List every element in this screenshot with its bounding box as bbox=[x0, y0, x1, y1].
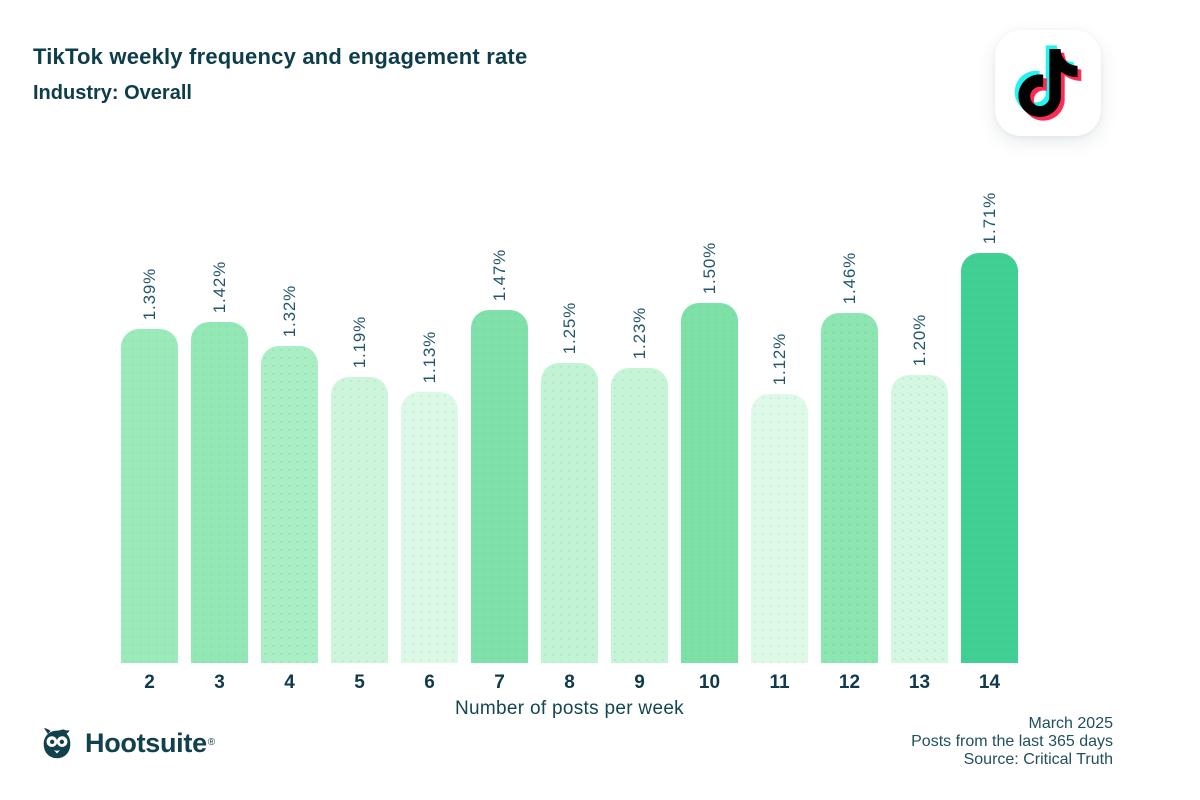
bar-value-label: 1.19% bbox=[349, 315, 369, 368]
bar-value-label: 1.25% bbox=[559, 301, 579, 354]
bar-column: 1.71% 14 bbox=[961, 192, 1018, 693]
bar-value-label: 1.23% bbox=[629, 306, 649, 359]
bar bbox=[891, 375, 948, 663]
source-notes: March 2025 Posts from the last 365 days … bbox=[911, 715, 1113, 769]
source-note-range: Posts from the last 365 days bbox=[911, 733, 1113, 750]
page-title: TikTok weekly frequency and engagement r… bbox=[33, 44, 528, 69]
hootsuite-wordmark: Hootsuite® bbox=[85, 727, 216, 758]
bar-value-label: 1.50% bbox=[699, 241, 719, 294]
registered-mark: ® bbox=[207, 737, 216, 749]
bar bbox=[751, 394, 808, 663]
bar-value-label: 1.47% bbox=[489, 248, 509, 301]
bar-value-label: 1.13% bbox=[419, 330, 439, 383]
x-tick-label: 11 bbox=[769, 672, 790, 693]
bar bbox=[611, 368, 668, 663]
x-tick-label: 13 bbox=[908, 672, 931, 693]
bar bbox=[471, 310, 528, 663]
x-tick-label: 2 bbox=[144, 672, 155, 693]
hootsuite-owl-icon bbox=[43, 727, 71, 759]
bar-column: 1.12% 11 bbox=[751, 333, 808, 693]
bar bbox=[821, 313, 878, 663]
bar-column: 1.46% 12 bbox=[821, 252, 878, 693]
bar bbox=[681, 303, 738, 663]
bar-value-label: 1.71% bbox=[979, 191, 999, 244]
hootsuite-logo: Hootsuite® bbox=[38, 724, 215, 762]
bar-column: 1.32% 4 bbox=[261, 285, 318, 693]
bar bbox=[541, 363, 598, 663]
bar-value-label: 1.42% bbox=[209, 260, 229, 313]
bar bbox=[331, 377, 388, 663]
bar-column: 1.23% 9 bbox=[611, 307, 668, 693]
x-tick-label: 7 bbox=[494, 672, 505, 693]
bar-column: 1.47% 7 bbox=[471, 249, 528, 693]
x-tick-label: 3 bbox=[214, 672, 225, 693]
x-axis-title: Number of posts per week bbox=[455, 698, 684, 719]
bar bbox=[121, 329, 178, 663]
x-tick-label: 10 bbox=[698, 672, 721, 693]
bar-column: 1.19% 5 bbox=[331, 316, 388, 693]
bar-column: 1.39% 2 bbox=[121, 268, 178, 693]
x-tick-label: 12 bbox=[838, 672, 861, 693]
header: TikTok weekly frequency and engagement r… bbox=[33, 44, 527, 105]
source-note-date: March 2025 bbox=[1028, 715, 1114, 732]
bar-column: 1.42% 3 bbox=[191, 261, 248, 693]
x-tick-label: 4 bbox=[284, 672, 295, 693]
bar-column: 1.50% 10 bbox=[681, 242, 738, 693]
bar-column: 1.20% 13 bbox=[891, 314, 948, 693]
source-note-source: Source: Critical Truth bbox=[963, 751, 1113, 768]
bar-value-label: 1.39% bbox=[139, 267, 159, 320]
bars-row: 1.39% 2 1.42% 3 1.32% 4 1.19% 5 1.13% 6 bbox=[121, 192, 1018, 693]
x-tick-label: 5 bbox=[354, 672, 365, 693]
tiktok-icon bbox=[1014, 45, 1082, 121]
bar-value-label: 1.12% bbox=[769, 332, 789, 385]
bar-value-label: 1.46% bbox=[839, 251, 859, 304]
bar-value-label: 1.32% bbox=[279, 284, 299, 337]
bar bbox=[961, 253, 1018, 663]
page-subtitle: Industry: Overall bbox=[33, 82, 192, 104]
bar bbox=[261, 346, 318, 663]
bar-column: 1.13% 6 bbox=[401, 331, 458, 693]
x-tick-label: 8 bbox=[564, 672, 575, 693]
tiktok-logo-card bbox=[995, 30, 1101, 136]
bar-value-label: 1.20% bbox=[909, 313, 929, 366]
bar bbox=[401, 392, 458, 663]
bar-column: 1.25% 8 bbox=[541, 302, 598, 693]
x-tick-label: 14 bbox=[978, 672, 1001, 693]
x-tick-label: 9 bbox=[634, 672, 645, 693]
bar bbox=[191, 322, 248, 663]
x-tick-label: 6 bbox=[424, 672, 435, 693]
